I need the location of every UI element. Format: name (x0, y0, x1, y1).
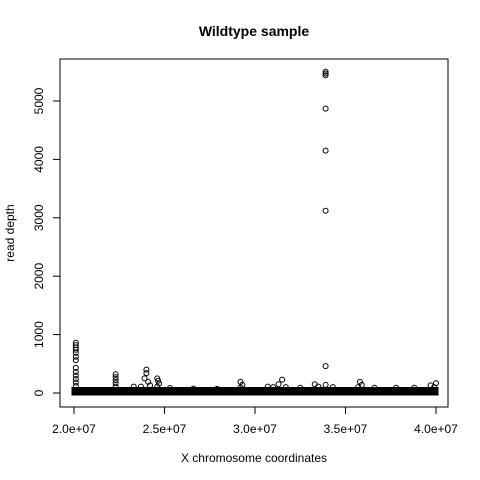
x-tick-label: 2.0e+07 (52, 422, 96, 436)
data-point (155, 377, 162, 384)
data-point (145, 378, 152, 385)
x-tick-label: 3.5e+07 (324, 422, 368, 436)
x-tick-label: 4.0e+07 (414, 422, 458, 436)
chart-title: Wildtype sample (199, 23, 310, 39)
data-point (322, 381, 329, 388)
data-point (315, 383, 322, 390)
data-point (112, 374, 119, 381)
data-point (393, 384, 400, 391)
data-point (72, 357, 79, 364)
x-tick-label: 3.0e+07 (233, 422, 277, 436)
data-point (112, 371, 119, 378)
data-point (322, 147, 329, 154)
data-point (270, 384, 277, 391)
x-tick-label: 2.5e+07 (143, 422, 187, 436)
data-point (72, 375, 79, 382)
data-point (322, 68, 329, 75)
data-point (355, 384, 362, 391)
plot-frame (59, 58, 449, 408)
baseline-point-cluster (71, 386, 439, 396)
data-point (237, 384, 244, 391)
data-points (71, 68, 439, 396)
y-tick-label: 0 (32, 389, 46, 396)
data-point (322, 70, 329, 77)
data-point (411, 384, 418, 391)
y-tick-label: 4000 (32, 146, 46, 173)
y-tick-label: 1000 (32, 321, 46, 348)
data-point (72, 346, 79, 353)
data-point (237, 378, 244, 385)
data-point (72, 349, 79, 356)
data-point (141, 375, 148, 382)
data-point (279, 376, 286, 383)
data-point (297, 384, 304, 391)
data-point (130, 383, 137, 390)
data-point (322, 105, 329, 112)
data-point (322, 207, 329, 214)
data-point (322, 363, 329, 370)
y-axis-label: read depth (3, 204, 17, 261)
data-point (356, 378, 363, 385)
data-point (427, 382, 434, 389)
data-point (112, 380, 119, 387)
data-point (166, 385, 173, 392)
x-axis-label: X chromosome coordinates (181, 451, 327, 465)
data-point (156, 380, 163, 387)
x-axis: 2.0e+07 2.5e+07 3.0e+07 3.5e+07 4.0e+07 (52, 406, 458, 436)
y-axis: 0 1000 2000 3000 4000 5000 (32, 87, 61, 396)
y-tick-label: 2000 (32, 263, 46, 290)
data-point (137, 383, 144, 390)
data-point (112, 383, 119, 390)
data-point (190, 385, 197, 392)
data-point (72, 382, 79, 389)
data-point (275, 381, 282, 388)
data-point (112, 377, 119, 384)
data-point (143, 366, 150, 373)
data-point (213, 385, 220, 392)
y-tick-label: 5000 (32, 87, 46, 114)
data-point (329, 384, 336, 391)
data-point (72, 364, 79, 371)
data-point (282, 384, 289, 391)
data-point (431, 384, 438, 391)
data-point (147, 382, 154, 389)
data-point (72, 372, 79, 379)
data-point (72, 379, 79, 386)
data-point (143, 370, 150, 377)
data-point (322, 72, 329, 79)
y-tick-label: 3000 (32, 204, 46, 231)
data-point (371, 384, 378, 391)
data-point (72, 368, 79, 375)
data-point (154, 383, 161, 390)
data-point (72, 353, 79, 360)
